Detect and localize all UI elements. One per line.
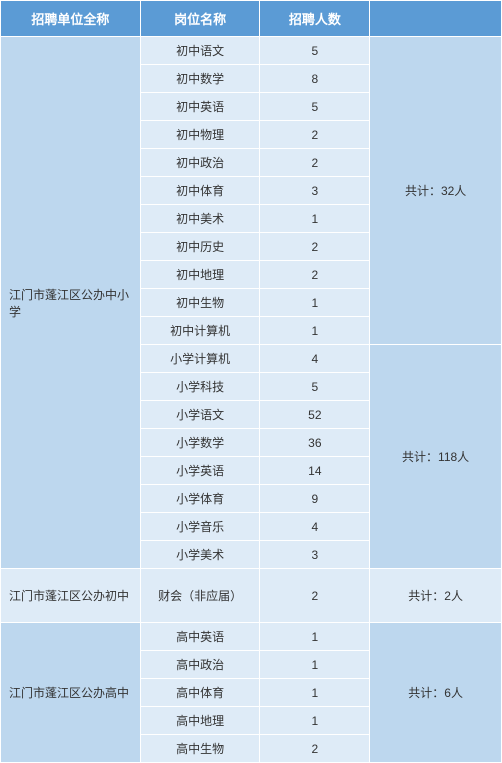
position-cell: 高中英语	[140, 623, 260, 651]
position-cell: 小学音乐	[140, 513, 260, 541]
position-cell: 初中语文	[140, 37, 260, 65]
position-cell: 高中地理	[140, 707, 260, 735]
position-cell: 高中政治	[140, 651, 260, 679]
position-cell: 小学语文	[140, 401, 260, 429]
position-cell: 初中物理	[140, 121, 260, 149]
count-cell: 2	[260, 261, 370, 289]
count-cell: 36	[260, 429, 370, 457]
count-cell: 9	[260, 485, 370, 513]
recruitment-table: 招聘单位全称 岗位名称 招聘人数 江门市蓬江区公办中小学初中语文5共计：32人初…	[0, 0, 502, 763]
position-cell: 初中美术	[140, 205, 260, 233]
unit-cell: 江门市蓬江区公办中小学	[1, 37, 141, 569]
count-cell: 8	[260, 65, 370, 93]
position-cell: 初中历史	[140, 233, 260, 261]
count-cell: 4	[260, 345, 370, 373]
count-cell: 5	[260, 37, 370, 65]
position-cell: 小学数学	[140, 429, 260, 457]
count-cell: 1	[260, 205, 370, 233]
table-body: 江门市蓬江区公办中小学初中语文5共计：32人初中数学8初中英语5初中物理2初中政…	[1, 37, 502, 763]
header-row: 招聘单位全称 岗位名称 招聘人数	[1, 1, 502, 37]
count-cell: 2	[260, 121, 370, 149]
position-cell: 财会（非应届）	[140, 569, 260, 623]
count-cell: 1	[260, 679, 370, 707]
table-row: 江门市蓬江区公办初中财会（非应届）2共计：2人	[1, 569, 502, 623]
count-cell: 1	[260, 651, 370, 679]
position-cell: 小学科技	[140, 373, 260, 401]
position-cell: 小学计算机	[140, 345, 260, 373]
count-cell: 52	[260, 401, 370, 429]
position-cell: 高中体育	[140, 679, 260, 707]
count-cell: 1	[260, 623, 370, 651]
count-cell: 3	[260, 541, 370, 569]
position-cell: 初中生物	[140, 289, 260, 317]
position-cell: 初中地理	[140, 261, 260, 289]
total-cell: 共计：118人	[370, 345, 502, 569]
count-cell: 2	[260, 569, 370, 623]
header-position: 岗位名称	[140, 1, 260, 37]
total-cell: 共计：2人	[370, 569, 502, 623]
position-cell: 初中英语	[140, 93, 260, 121]
position-cell: 初中体育	[140, 177, 260, 205]
position-cell: 高中生物	[140, 735, 260, 763]
position-cell: 小学美术	[140, 541, 260, 569]
count-cell: 1	[260, 707, 370, 735]
count-cell: 14	[260, 457, 370, 485]
position-cell: 初中政治	[140, 149, 260, 177]
total-cell: 共计：32人	[370, 37, 502, 345]
count-cell: 2	[260, 149, 370, 177]
header-unit: 招聘单位全称	[1, 1, 141, 37]
header-total	[370, 1, 502, 37]
unit-cell: 江门市蓬江区公办初中	[1, 569, 141, 623]
count-cell: 3	[260, 177, 370, 205]
count-cell: 2	[260, 233, 370, 261]
count-cell: 5	[260, 373, 370, 401]
position-cell: 初中数学	[140, 65, 260, 93]
count-cell: 4	[260, 513, 370, 541]
position-cell: 小学体育	[140, 485, 260, 513]
position-cell: 初中计算机	[140, 317, 260, 345]
table-row: 江门市蓬江区公办高中高中英语1共计：6人	[1, 623, 502, 651]
count-cell: 5	[260, 93, 370, 121]
count-cell: 1	[260, 289, 370, 317]
header-count: 招聘人数	[260, 1, 370, 37]
position-cell: 小学英语	[140, 457, 260, 485]
table-row: 江门市蓬江区公办中小学初中语文5共计：32人	[1, 37, 502, 65]
count-cell: 1	[260, 317, 370, 345]
count-cell: 2	[260, 735, 370, 763]
